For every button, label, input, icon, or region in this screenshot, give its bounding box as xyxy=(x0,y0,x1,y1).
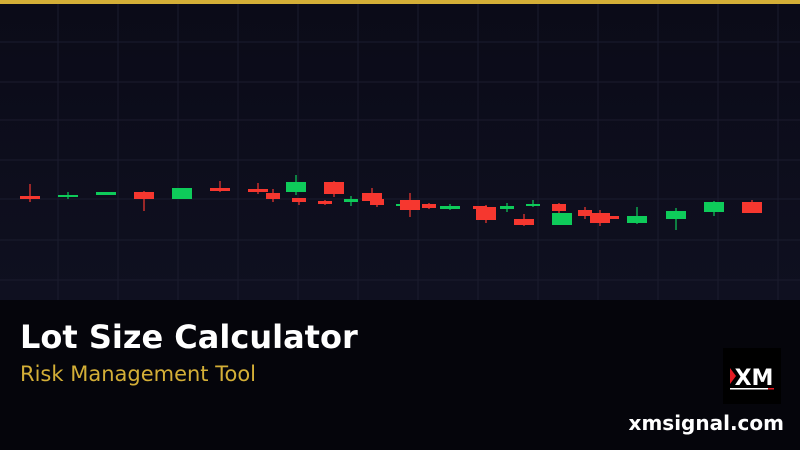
candle-body xyxy=(605,216,619,219)
candle-body xyxy=(58,195,78,197)
xm-logo-text: XM xyxy=(735,366,774,391)
page-title: Lot Size Calculator xyxy=(20,318,358,356)
candle-body xyxy=(514,219,534,225)
candle-body xyxy=(172,188,192,199)
candle-body xyxy=(590,213,610,223)
candle-body xyxy=(318,201,332,204)
candle-body xyxy=(742,202,762,213)
candle-body xyxy=(440,206,460,209)
candle-body xyxy=(134,192,154,199)
candle-body xyxy=(248,189,268,192)
candle-body xyxy=(292,198,306,202)
candle-body xyxy=(20,196,40,199)
candle-body xyxy=(344,199,358,202)
candle-body xyxy=(370,199,384,205)
candle-body xyxy=(422,204,436,208)
candle-body xyxy=(400,200,420,210)
candle-body xyxy=(552,204,566,211)
candle-body xyxy=(578,210,592,216)
candle-body xyxy=(552,213,572,225)
page-subtitle: Risk Management Tool xyxy=(20,362,257,386)
candle-body xyxy=(500,206,514,209)
candle-body xyxy=(476,207,496,220)
candle-body xyxy=(210,188,230,191)
title-panel xyxy=(0,300,800,450)
candle-body xyxy=(266,193,280,199)
candle-body xyxy=(286,182,306,192)
candle-body xyxy=(666,211,686,219)
candle-body xyxy=(96,192,116,195)
candle-body xyxy=(704,202,724,212)
candle-body xyxy=(627,216,647,223)
candle-body xyxy=(362,193,382,201)
candle-body xyxy=(526,204,540,206)
candlestick-background-chart xyxy=(0,4,800,300)
accent-top-bar xyxy=(0,0,800,4)
xm-logo: XM xyxy=(723,348,781,404)
website-url: xmsignal.com xyxy=(628,411,784,435)
candle-body xyxy=(324,182,344,194)
